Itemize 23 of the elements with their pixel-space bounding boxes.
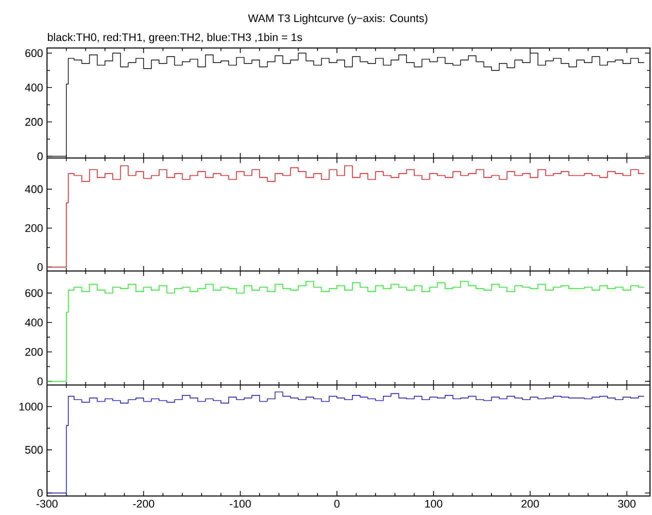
y-tick-label: 200 — [25, 224, 43, 232]
y-tick-label: 200 — [25, 118, 43, 126]
y-tick-label: 600 — [25, 289, 43, 297]
y-tick-label: 600 — [25, 49, 43, 58]
chart-subtitle: black:TH0, red:TH1, green:TH2, blue:TH3 ,1bin = 1s — [48, 33, 302, 44]
x-tick-label: -300 — [36, 500, 58, 508]
y-tick-label: 1000 — [20, 402, 43, 410]
x-tick-label: -100 — [230, 500, 251, 508]
x-tick-label: -200 — [133, 500, 154, 508]
y-tick-label: 0 — [37, 377, 43, 386]
y-tick-label: 400 — [25, 318, 43, 326]
x-tick-label: 200 — [522, 500, 539, 508]
y-tick-label: 0 — [37, 489, 43, 497]
chart-title: WAM T3 Lightcurve (y−axis: Counts) — [248, 14, 428, 24]
x-tick-label: 300 — [618, 500, 636, 508]
y-tick-label: 500 — [25, 446, 43, 454]
x-tick-label: 0 — [334, 500, 340, 508]
y-tick-label: 400 — [25, 84, 43, 92]
y-tick-label: 0 — [37, 263, 43, 272]
y-tick-label: 400 — [25, 185, 43, 194]
y-tick-label: 0 — [37, 152, 43, 160]
x-tick-label: 100 — [425, 500, 442, 508]
y-tick-label: 200 — [25, 348, 43, 356]
